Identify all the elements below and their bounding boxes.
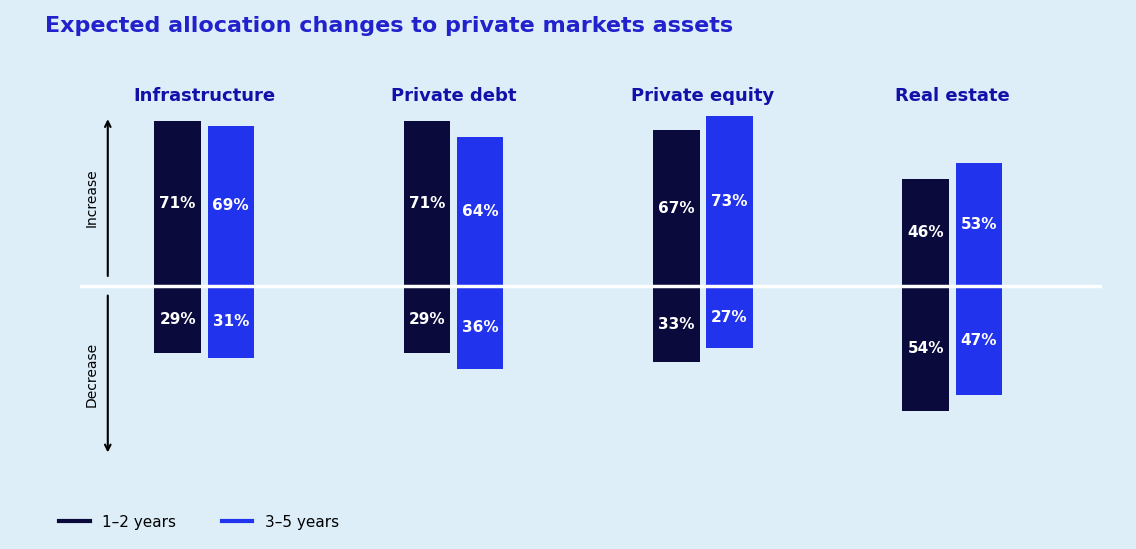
Text: 33%: 33%: [658, 317, 694, 332]
Text: Increase: Increase: [84, 168, 98, 227]
Text: 36%: 36%: [462, 320, 499, 335]
Bar: [707, 286, 753, 349]
Text: Decrease: Decrease: [84, 341, 98, 407]
Text: Private equity: Private equity: [632, 87, 775, 105]
Text: 67%: 67%: [658, 200, 694, 216]
Bar: [403, 286, 450, 353]
Bar: [208, 126, 254, 286]
Text: Private debt: Private debt: [391, 87, 517, 105]
Bar: [653, 130, 700, 286]
Bar: [154, 286, 201, 353]
Text: 71%: 71%: [409, 196, 445, 211]
Text: 73%: 73%: [711, 194, 747, 209]
Text: 53%: 53%: [961, 217, 997, 232]
Bar: [955, 286, 1002, 395]
Text: Real estate: Real estate: [895, 87, 1010, 105]
Text: 69%: 69%: [212, 198, 249, 213]
Text: 29%: 29%: [409, 312, 445, 327]
Text: 54%: 54%: [908, 341, 944, 356]
Text: 31%: 31%: [212, 314, 249, 329]
Bar: [902, 179, 949, 286]
Text: 29%: 29%: [159, 312, 195, 327]
Bar: [154, 121, 201, 286]
Bar: [653, 286, 700, 362]
Legend: 1–2 years, 3–5 years: 1–2 years, 3–5 years: [53, 509, 345, 536]
Text: 47%: 47%: [961, 333, 997, 348]
Bar: [707, 116, 753, 286]
Text: Infrastructure: Infrastructure: [133, 87, 275, 105]
Bar: [457, 286, 503, 369]
Text: 27%: 27%: [711, 310, 747, 324]
Text: 46%: 46%: [908, 225, 944, 240]
Bar: [208, 286, 254, 358]
Bar: [902, 286, 949, 411]
Text: 64%: 64%: [462, 204, 499, 219]
Text: 71%: 71%: [159, 196, 195, 211]
Bar: [955, 163, 1002, 286]
Text: Expected allocation changes to private markets assets: Expected allocation changes to private m…: [45, 16, 734, 36]
Bar: [403, 121, 450, 286]
Bar: [457, 137, 503, 286]
